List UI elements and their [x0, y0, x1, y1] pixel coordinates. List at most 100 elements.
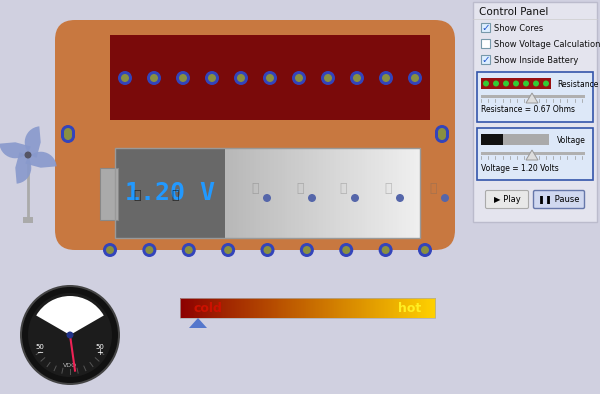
Bar: [302, 298, 304, 318]
Bar: [284, 298, 286, 318]
Bar: [325, 148, 327, 238]
Bar: [481, 152, 585, 155]
Bar: [197, 298, 199, 318]
Bar: [254, 148, 257, 238]
Bar: [298, 298, 299, 318]
Text: 🧚: 🧚: [251, 182, 259, 195]
Bar: [311, 148, 313, 238]
Bar: [289, 148, 292, 238]
Circle shape: [421, 246, 429, 254]
Bar: [360, 298, 362, 318]
Circle shape: [435, 126, 449, 140]
Bar: [235, 148, 237, 238]
Bar: [375, 148, 377, 238]
Bar: [218, 298, 220, 318]
Bar: [351, 298, 353, 318]
Bar: [301, 298, 303, 318]
Bar: [413, 298, 415, 318]
Bar: [296, 298, 298, 318]
Bar: [394, 298, 396, 318]
Bar: [225, 148, 227, 238]
Circle shape: [142, 243, 157, 257]
Circle shape: [263, 71, 277, 85]
Bar: [376, 298, 378, 318]
Bar: [370, 298, 372, 318]
Circle shape: [441, 194, 449, 202]
Bar: [299, 148, 302, 238]
Circle shape: [64, 131, 72, 139]
Bar: [323, 298, 325, 318]
Text: Resistance: Resistance: [557, 80, 598, 89]
Bar: [477, 128, 593, 180]
Bar: [481, 39, 490, 48]
Text: +: +: [97, 348, 103, 357]
Text: ✓: ✓: [481, 22, 490, 32]
Bar: [314, 148, 317, 238]
Bar: [331, 298, 332, 318]
Text: Voltage: Voltage: [557, 136, 586, 145]
Bar: [374, 298, 376, 318]
Bar: [289, 298, 290, 318]
Circle shape: [435, 125, 449, 139]
Bar: [281, 298, 283, 318]
Bar: [23, 217, 33, 223]
Bar: [255, 298, 257, 318]
Text: Show Inside Battery: Show Inside Battery: [494, 56, 578, 65]
Bar: [204, 298, 206, 318]
Bar: [242, 148, 245, 238]
Bar: [220, 298, 221, 318]
Bar: [422, 298, 424, 318]
Bar: [196, 298, 197, 318]
Bar: [223, 298, 225, 318]
Circle shape: [435, 128, 449, 142]
Text: 🧚: 🧚: [384, 182, 392, 195]
Circle shape: [339, 243, 353, 257]
Bar: [364, 298, 365, 318]
Bar: [434, 298, 436, 318]
Bar: [379, 298, 380, 318]
Bar: [433, 298, 434, 318]
Circle shape: [22, 287, 118, 383]
Bar: [229, 298, 230, 318]
Bar: [326, 148, 329, 238]
Text: Voltage = 1.20 Volts: Voltage = 1.20 Volts: [481, 164, 559, 173]
Bar: [344, 298, 346, 318]
Bar: [322, 298, 323, 318]
Bar: [184, 298, 185, 318]
Polygon shape: [189, 318, 207, 328]
Bar: [370, 148, 372, 238]
Bar: [305, 298, 307, 318]
Bar: [226, 298, 227, 318]
Circle shape: [382, 74, 390, 82]
Circle shape: [121, 74, 129, 82]
Bar: [238, 298, 239, 318]
Bar: [431, 298, 433, 318]
Circle shape: [513, 80, 519, 87]
Bar: [290, 298, 292, 318]
Bar: [181, 298, 183, 318]
Bar: [335, 298, 337, 318]
Text: cold: cold: [194, 301, 223, 314]
Bar: [282, 298, 284, 318]
Bar: [188, 298, 190, 318]
Bar: [182, 298, 184, 318]
Bar: [407, 298, 409, 318]
Bar: [268, 148, 271, 238]
Bar: [205, 298, 207, 318]
Bar: [406, 148, 409, 238]
Bar: [257, 298, 258, 318]
Bar: [313, 298, 314, 318]
Bar: [389, 148, 391, 238]
Bar: [385, 148, 388, 238]
Bar: [336, 148, 338, 238]
Bar: [481, 23, 490, 32]
Circle shape: [106, 246, 114, 254]
Bar: [373, 298, 374, 318]
Bar: [371, 298, 373, 318]
Bar: [344, 148, 346, 238]
Bar: [268, 298, 270, 318]
Bar: [275, 298, 277, 318]
Bar: [402, 298, 404, 318]
Circle shape: [382, 246, 389, 254]
Bar: [300, 298, 302, 318]
